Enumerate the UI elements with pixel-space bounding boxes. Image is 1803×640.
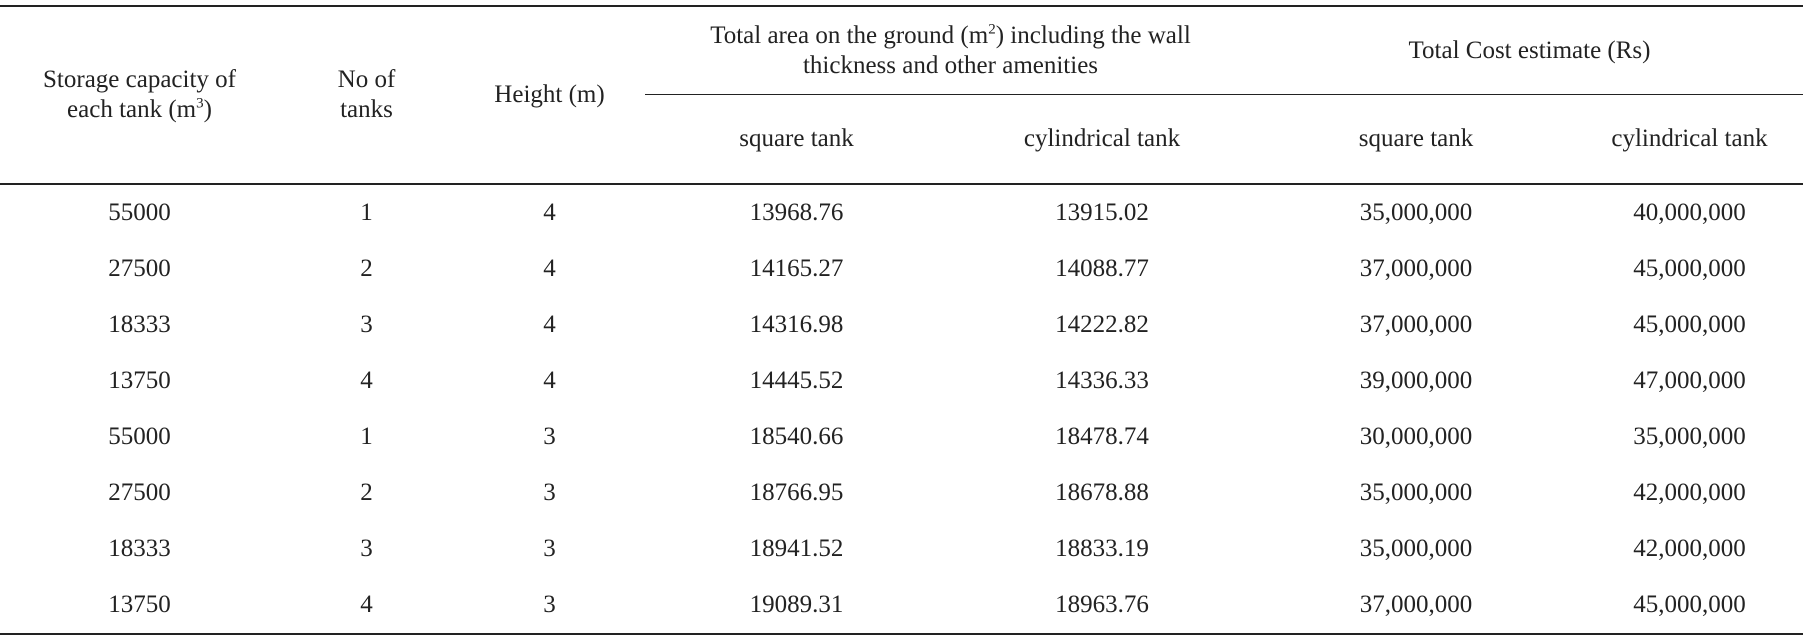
table-cell: 18478.74 xyxy=(1055,423,1149,450)
table-row: 13750 4 3 19089.31 18963.76 37,000,000 45,000,… xyxy=(0,577,1803,635)
table-cell: 13750 xyxy=(108,367,171,394)
table-cell: 37,000,000 xyxy=(1359,255,1473,282)
header-cell: Total Cost estimate (Rs) xyxy=(1256,6,1803,95)
table-cell: 47,000,000 xyxy=(1633,367,1746,394)
table-cell: 4 xyxy=(360,367,373,394)
table-cell: 14088.77 xyxy=(1055,255,1149,282)
table-cell: 14222.82 xyxy=(1055,311,1149,338)
header-text: Height (m) xyxy=(494,81,605,108)
table-cell: 19089.31 xyxy=(645,577,948,635)
table-cell: 3 xyxy=(454,577,645,635)
table-cell: 39,000,000 xyxy=(1359,367,1473,394)
table-cell: 1 xyxy=(360,423,373,450)
header-cell: No of tanks xyxy=(279,6,454,184)
table-cell: 42,000,000 xyxy=(1633,479,1746,506)
table-row: 18333 3 3 18941.52 18833.19 35,000,000 42,000,… xyxy=(0,521,1803,577)
table-cell: 42,000,000 xyxy=(1633,535,1746,562)
table-row: 55000 1 3 18540.66 18478.74 30,000,000 35,000,… xyxy=(0,409,1803,465)
header-text: Storage capacity of each tank (m xyxy=(43,66,236,123)
table-cell: 1 xyxy=(360,199,373,226)
table-cell: 18963.76 xyxy=(948,577,1256,635)
table-cell: 27500 xyxy=(108,479,171,506)
table-cell: 40,000,000 xyxy=(1633,199,1746,226)
table-cell: 18766.95 xyxy=(749,479,844,506)
table-cell: 13968.76 xyxy=(749,199,844,226)
table-cell: 13750 xyxy=(0,577,279,635)
page: Storage capacity of each tank (m3) No of… xyxy=(0,5,1803,640)
header-cell: Storage capacity of each tank (m3) xyxy=(0,6,279,184)
table-header: Storage capacity of each tank (m3) No of… xyxy=(0,6,1803,184)
header-cell: square tank xyxy=(1358,125,1474,152)
table-cell: 27500 xyxy=(108,255,171,282)
table-cell: 14316.98 xyxy=(749,311,844,338)
table-cell: 45,000,000 xyxy=(1633,255,1746,282)
table-cell: 3 xyxy=(360,311,373,338)
table-cell: 18941.52 xyxy=(749,535,844,562)
table-cell: 35,000,000 xyxy=(1359,479,1473,506)
table-cell: 30,000,000 xyxy=(1359,423,1473,450)
table-cell: 14445.52 xyxy=(749,367,844,394)
table-cell: 18333 xyxy=(108,535,171,562)
table-cell: 18540.66 xyxy=(749,423,844,450)
table-cell: 4 xyxy=(543,199,556,226)
table-cell: 14336.33 xyxy=(1055,367,1149,394)
header-text: ) xyxy=(203,96,212,123)
table-cell: 4 xyxy=(543,367,556,394)
table-cell: 55000 xyxy=(108,199,171,226)
table-row: 27500 2 3 18766.95 18678.88 35,000,000 42,000,… xyxy=(0,465,1803,521)
header-cell: square tank xyxy=(739,125,854,152)
table-row: 13750 4 4 14445.52 14336.33 39,000,000 47,000,… xyxy=(0,353,1803,409)
table-cell: 37,000,000 xyxy=(1256,577,1576,635)
header-cell: cylindrical tank xyxy=(1023,125,1181,152)
table-row: 18333 3 4 14316.98 14222.82 37,000,000 45,000,… xyxy=(0,297,1803,353)
table-cell: 4 xyxy=(543,255,556,282)
table-cell: 18333 xyxy=(108,311,171,338)
table-cell: 35,000,000 xyxy=(1359,199,1473,226)
table-cell: 2 xyxy=(360,255,373,282)
header-cell: Height (m) xyxy=(454,6,645,184)
superscript: 2 xyxy=(988,21,996,38)
header-text: ) including the wall thickness and other… xyxy=(802,21,1191,79)
superscript: 3 xyxy=(196,95,204,112)
header-cell: Total area on the ground (m2) including … xyxy=(645,6,1256,95)
table-cell: 35,000,000 xyxy=(1633,423,1746,450)
table-cell: 4 xyxy=(279,577,454,635)
table-cell: 35,000,000 xyxy=(1359,535,1473,562)
header-cell: cylindrical tank xyxy=(1611,125,1768,152)
header-text: Total Cost estimate (Rs) xyxy=(1408,36,1651,64)
header-text: No of tanks xyxy=(337,66,396,123)
table-body: 55000 1 4 13968.76 13915.02 35,000,000 40,000,… xyxy=(0,184,1803,635)
data-table: Storage capacity of each tank (m3) No of… xyxy=(0,5,1803,635)
table-row: 27500 2 4 14165.27 14088.77 37,000,000 45,000,… xyxy=(0,241,1803,297)
table-row: 55000 1 4 13968.76 13915.02 35,000,000 40,000,… xyxy=(0,184,1803,241)
table-cell: 4 xyxy=(543,311,556,338)
table-cell: 2 xyxy=(360,479,373,506)
table-cell: 3 xyxy=(543,535,556,562)
header-text: Total area on the ground (m xyxy=(710,21,989,49)
table-cell: 55000 xyxy=(108,423,171,450)
table-cell: 18678.88 xyxy=(1055,479,1149,506)
table-cell: 3 xyxy=(543,423,556,450)
table-cell: 45,000,000 xyxy=(1576,577,1803,635)
table-cell: 13915.02 xyxy=(1055,199,1149,226)
table-cell: 37,000,000 xyxy=(1359,311,1473,338)
table-cell: 18833.19 xyxy=(1055,535,1149,562)
table-cell: 14165.27 xyxy=(749,255,844,282)
table-cell: 45,000,000 xyxy=(1633,311,1746,338)
table-cell: 3 xyxy=(543,479,556,506)
table-cell: 3 xyxy=(360,535,373,562)
